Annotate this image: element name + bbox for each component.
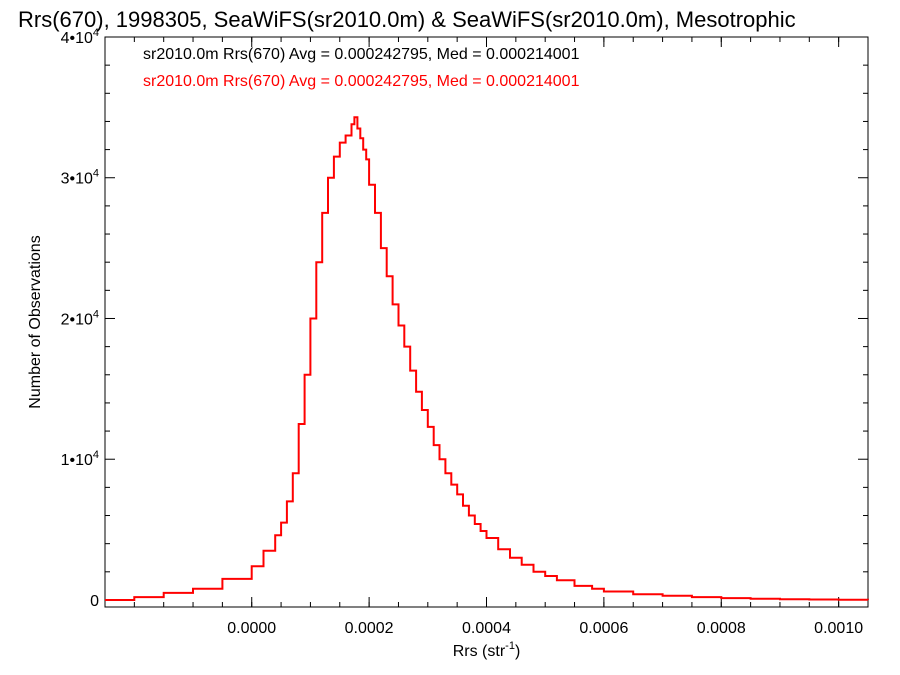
chart-title: Rrs(670), 1998305, SeaWiFS(sr2010.0m) & … [18, 7, 796, 32]
legend-entry: sr2010.0m Rrs(670) Avg = 0.000242795, Me… [143, 46, 580, 63]
legend: sr2010.0m Rrs(670) Avg = 0.000242795, Me… [143, 46, 580, 90]
data-series [105, 116, 869, 601]
x-axis-label: Rrs (str-1) [453, 640, 521, 660]
x-tick-label: 0.0010 [814, 620, 863, 637]
y-tick-label: 4•104 [61, 27, 99, 47]
x-axis-label-exponent: -1 [505, 640, 515, 652]
y-tick-label: 3•104 [61, 168, 99, 188]
plot-axes [104, 36, 869, 608]
y-axis-label: Number of Observations [27, 235, 44, 408]
axis-ticks: 0.0000 0.0002 0.0004 0.0006 0.0008 0.0010 0 1•1… [61, 27, 868, 637]
x-axis-label-text: Rrs (str [453, 643, 506, 660]
x-tick-label: 0.0004 [462, 620, 511, 637]
legend-entry: sr2010.0m Rrs(670) Avg = 0.000242795, Me… [143, 73, 580, 90]
y-tick-label: 1•104 [61, 449, 99, 469]
histogram-series-line [105, 116, 869, 601]
plot-frame [104, 36, 869, 608]
x-tick-label: 0.0000 [227, 620, 276, 637]
x-tick-label: 0.0006 [579, 620, 628, 637]
y-tick-label: 2•104 [61, 308, 99, 328]
x-tick-label: 0.0002 [345, 620, 394, 637]
x-tick-label: 0.0008 [697, 620, 746, 637]
x-axis-label-suffix: ) [515, 643, 520, 660]
y-tick-label: 0 [90, 593, 99, 610]
